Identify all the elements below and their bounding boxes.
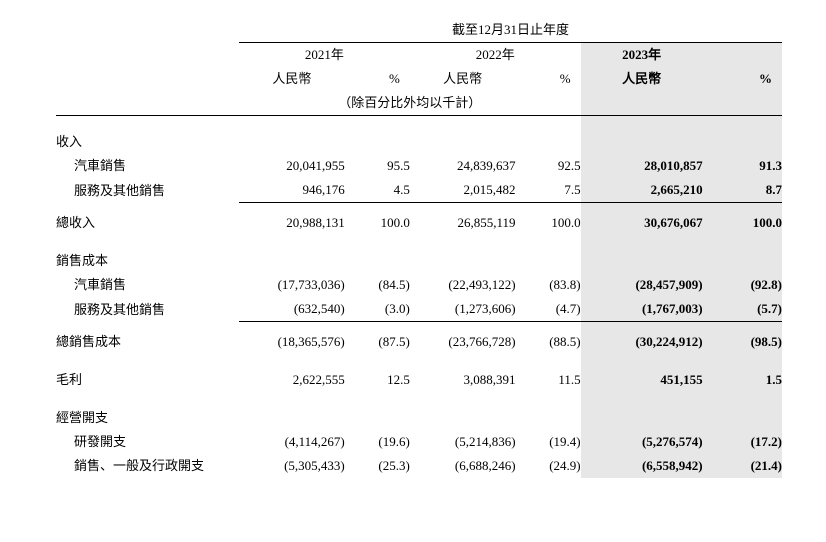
year-2022: 2022年 (410, 43, 581, 68)
period-title: 截至12月31日止年度 (239, 18, 782, 43)
y21p: 100.0 (345, 211, 410, 235)
y21v: (18,365,576) (239, 330, 345, 354)
y22v: 24,839,637 (410, 154, 516, 178)
col-pct-23: % (703, 67, 782, 91)
y22v: (1,273,606) (410, 297, 516, 322)
y21p: 4.5 (345, 178, 410, 203)
y22v: (5,214,836) (410, 430, 516, 454)
col-rmb-21: 人民幣 (239, 67, 345, 91)
y23p: (17.2) (703, 430, 782, 454)
label: 汽車銷售 (56, 154, 239, 178)
y21v: 20,041,955 (239, 154, 345, 178)
y22p: (4.7) (516, 297, 581, 322)
header-period-row: 截至12月31日止年度 (56, 18, 782, 43)
label: 服務及其他銷售 (56, 297, 239, 322)
y22p: 100.0 (516, 211, 581, 235)
col-pct-22: % (516, 67, 581, 91)
y21v: (632,540) (239, 297, 345, 322)
y23p: 91.3 (703, 154, 782, 178)
y22v: (23,766,728) (410, 330, 516, 354)
y21v: 20,988,131 (239, 211, 345, 235)
row-cogs-total: 總銷售成本 (18,365,576) (87.5) (23,766,728) (… (56, 330, 782, 354)
y23p: (92.8) (703, 273, 782, 297)
label: 汽車銷售 (56, 273, 239, 297)
y23p: 8.7 (703, 178, 782, 203)
y23v: 30,676,067 (581, 211, 703, 235)
y21v: 2,622,555 (239, 368, 345, 392)
y23p: (5.7) (703, 297, 782, 322)
y22p: (88.5) (516, 330, 581, 354)
row-rev-total: 總收入 20,988,131 100.0 26,855,119 100.0 30… (56, 211, 782, 235)
label: 研發開支 (56, 430, 239, 454)
label: 收入 (56, 130, 239, 154)
y21p: (87.5) (345, 330, 410, 354)
row-cogs-service: 服務及其他銷售 (632,540) (3.0) (1,273,606) (4.7… (56, 297, 782, 322)
y21p: 12.5 (345, 368, 410, 392)
y21v: (5,305,433) (239, 454, 345, 478)
label: 服務及其他銷售 (56, 178, 239, 203)
y23v: (30,224,912) (581, 330, 703, 354)
y22v: 2,015,482 (410, 178, 516, 203)
y22v: 3,088,391 (410, 368, 516, 392)
y22v: 26,855,119 (410, 211, 516, 235)
label: 總銷售成本 (56, 330, 239, 354)
y23v: 28,010,857 (581, 154, 703, 178)
y21p: 95.5 (345, 154, 410, 178)
y23v: 451,155 (581, 368, 703, 392)
y22p: (24.9) (516, 454, 581, 478)
y21v: 946,176 (239, 178, 345, 203)
row-cogs-auto: 汽車銷售 (17,733,036) (84.5) (22,493,122) (8… (56, 273, 782, 297)
y22p: (83.8) (516, 273, 581, 297)
row-revenue-header: 收入 (56, 130, 782, 154)
y22p: 92.5 (516, 154, 581, 178)
y21p: (3.0) (345, 297, 410, 322)
y21v: (17,733,036) (239, 273, 345, 297)
label: 銷售、一般及行政開支 (56, 454, 239, 478)
row-opex-header: 經營開支 (56, 406, 782, 430)
y23p: (21.4) (703, 454, 782, 478)
y23v: (5,276,574) (581, 430, 703, 454)
row-rev-auto: 汽車銷售 20,041,955 95.5 24,839,637 92.5 28,… (56, 154, 782, 178)
y23v: 2,665,210 (581, 178, 703, 203)
label: 總收入 (56, 211, 239, 235)
row-cogs-header: 銷售成本 (56, 249, 782, 273)
y23v: (28,457,909) (581, 273, 703, 297)
y23p: (98.5) (703, 330, 782, 354)
y23p: 1.5 (703, 368, 782, 392)
y22v: (6,688,246) (410, 454, 516, 478)
label: 毛利 (56, 368, 239, 392)
col-rmb-22: 人民幣 (410, 67, 516, 91)
y22p: 7.5 (516, 178, 581, 203)
row-opex-rd: 研發開支 (4,114,267) (19.6) (5,214,836) (19.… (56, 430, 782, 454)
row-gross-profit: 毛利 2,622,555 12.5 3,088,391 11.5 451,155… (56, 368, 782, 392)
label: 銷售成本 (56, 249, 239, 273)
y23p: 100.0 (703, 211, 782, 235)
units-note: （除百分比外均以千計） (239, 91, 581, 116)
financial-table-page: 截至12月31日止年度 2021年 2022年 2023年 人民幣 % 人民幣 … (0, 0, 826, 478)
y21p: (19.6) (345, 430, 410, 454)
header-units-row: 人民幣 % 人民幣 % 人民幣 % (56, 67, 782, 91)
y22v: (22,493,122) (410, 273, 516, 297)
col-rmb-23: 人民幣 (581, 67, 703, 91)
col-pct-21: % (345, 67, 410, 91)
header-years-row: 2021年 2022年 2023年 (56, 43, 782, 68)
row-rev-service: 服務及其他銷售 946,176 4.5 2,015,482 7.5 2,665,… (56, 178, 782, 203)
y22p: 11.5 (516, 368, 581, 392)
year-2023: 2023年 (581, 43, 703, 68)
header-note-row: （除百分比外均以千計） (56, 91, 782, 116)
y21p: (84.5) (345, 273, 410, 297)
y21v: (4,114,267) (239, 430, 345, 454)
label: 經營開支 (56, 406, 239, 430)
income-statement-table: 截至12月31日止年度 2021年 2022年 2023年 人民幣 % 人民幣 … (56, 18, 782, 478)
year-2021: 2021年 (239, 43, 410, 68)
y22p: (19.4) (516, 430, 581, 454)
y23v: (1,767,003) (581, 297, 703, 322)
y23v: (6,558,942) (581, 454, 703, 478)
row-opex-sga: 銷售、一般及行政開支 (5,305,433) (25.3) (6,688,246… (56, 454, 782, 478)
y21p: (25.3) (345, 454, 410, 478)
